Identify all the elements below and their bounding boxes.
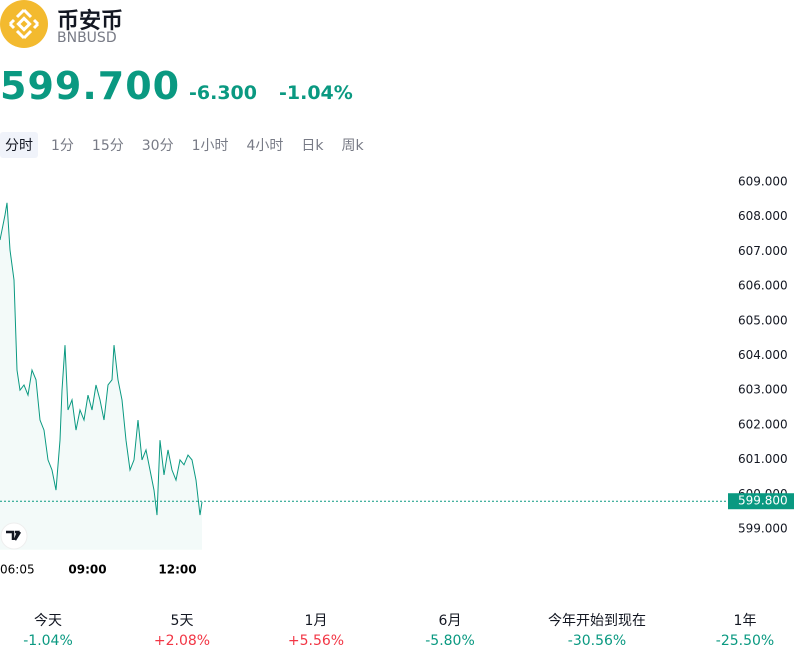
- y-tick-label: 606.000: [738, 279, 788, 293]
- period-name: 6月: [438, 613, 462, 629]
- y-tick-label: 608.000: [738, 209, 788, 223]
- x-tick-label: 12:00: [158, 563, 196, 577]
- chart: 599.000600.000601.000602.000603.000604.0…: [0, 175, 794, 577]
- period-name: 今天: [34, 613, 62, 629]
- symbol: BNBUSD: [57, 30, 117, 46]
- price: 599.700: [0, 64, 181, 108]
- period-change: -25.50%: [715, 633, 775, 649]
- period: 1月 +5.56%: [236, 610, 396, 649]
- period-change: +5.56%: [287, 633, 345, 649]
- change: -6.300: [189, 82, 257, 104]
- x-tick-label: 09:00: [68, 563, 106, 577]
- tab[interactable]: 30分: [141, 138, 174, 154]
- period-change: -30.56%: [567, 633, 627, 649]
- tab[interactable]: 分时: [0, 132, 38, 158]
- y-tick-label: 599.000: [738, 521, 788, 535]
- y-tick-label: 605.000: [738, 313, 788, 327]
- period: 5天 +2.08%: [102, 610, 262, 649]
- area: [0, 202, 202, 550]
- logo: [0, 0, 48, 48]
- period: 今年开始到现在 -30.56%: [517, 610, 677, 649]
- y-tick-label: 607.000: [738, 244, 788, 258]
- period-name: 今年开始到现在: [548, 613, 646, 629]
- title: 币安币: [57, 9, 124, 34]
- tab[interactable]: 日k: [301, 138, 324, 154]
- tab[interactable]: 15分: [91, 138, 124, 154]
- period: 1年 -25.50%: [665, 610, 800, 649]
- last-price-label: 599.800: [738, 494, 788, 508]
- tv-logo: [0, 522, 28, 550]
- tab[interactable]: 周k: [341, 138, 364, 154]
- tab[interactable]: 1小时: [191, 138, 229, 154]
- period-name: 1月: [304, 613, 328, 629]
- tab[interactable]: 4小时: [246, 138, 284, 154]
- y-tick-label: 601.000: [738, 452, 788, 466]
- last-price-badge: [728, 493, 794, 510]
- tabs: 分时 1分 15分 30分 1小时 4小时 日k 周k: [0, 132, 377, 158]
- period-change: +2.08%: [153, 633, 211, 649]
- period: 今天 -1.04%: [0, 610, 128, 649]
- x-tick-label: 06:05: [0, 563, 35, 577]
- y-tick-label: 603.000: [738, 383, 788, 397]
- change-pct: -1.04%: [279, 82, 353, 104]
- period-name: 1年: [733, 613, 757, 629]
- period-change: -1.04%: [23, 633, 73, 649]
- period-name: 5天: [170, 613, 194, 629]
- y-tick-label: 602.000: [738, 417, 788, 431]
- period-change: -5.80%: [425, 633, 475, 649]
- period: 6月 -5.80%: [370, 610, 530, 649]
- price-line: [0, 202, 203, 516]
- tab[interactable]: 1分: [51, 138, 74, 154]
- y-tick-label: 609.000: [738, 175, 788, 189]
- y-tick-label: 604.000: [738, 348, 788, 362]
